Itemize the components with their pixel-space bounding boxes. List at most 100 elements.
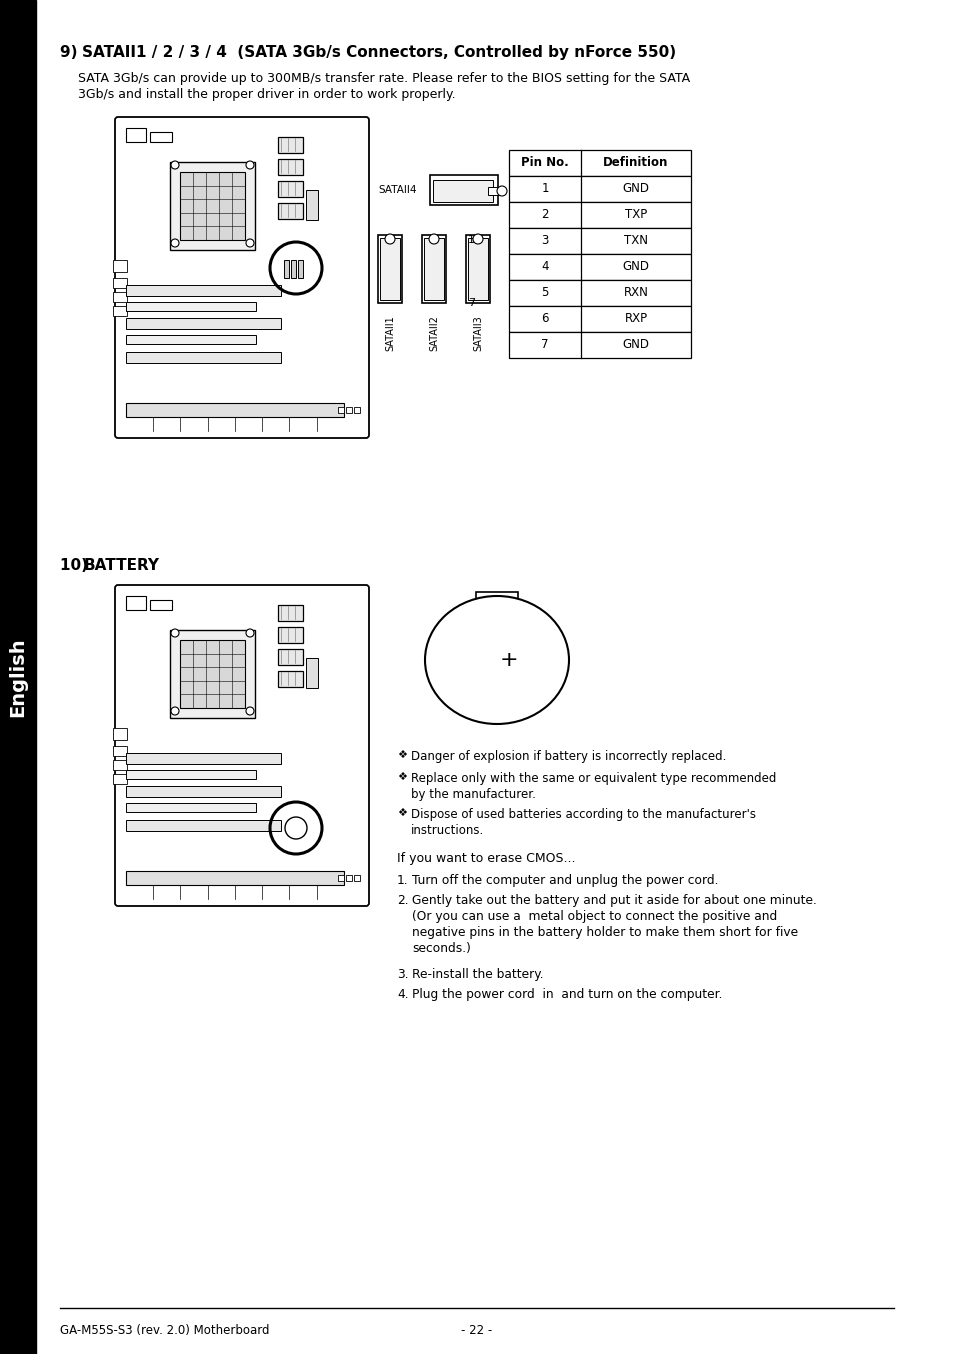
Bar (291, 260, 295, 278)
Text: seconds.): seconds.) (412, 942, 471, 955)
Bar (509, 202, 690, 227)
Bar (112, 306, 127, 315)
Text: GND: GND (622, 260, 649, 274)
Text: 3Gb/s and install the proper driver in order to work properly.: 3Gb/s and install the proper driver in o… (78, 88, 456, 102)
Bar (126, 753, 281, 764)
Bar (509, 306, 690, 332)
Bar (277, 649, 303, 665)
Bar (346, 875, 352, 881)
Text: +: + (499, 650, 517, 670)
Text: Turn off the computer and unplug the power cord.: Turn off the computer and unplug the pow… (412, 873, 718, 887)
Bar (306, 190, 317, 219)
Text: 3.: 3. (396, 968, 408, 982)
Bar (112, 292, 127, 302)
Bar (337, 408, 344, 413)
Text: 6: 6 (540, 313, 548, 325)
Bar (297, 260, 303, 278)
Bar (150, 600, 172, 611)
Text: 1: 1 (540, 183, 548, 195)
Circle shape (171, 161, 179, 169)
Bar (277, 672, 303, 686)
Text: 1.: 1. (396, 873, 408, 887)
Text: SATAII1 / 2 / 3 / 4  (SATA 3Gb/s Connectors, Controlled by nForce 550): SATAII1 / 2 / 3 / 4 (SATA 3Gb/s Connecto… (82, 45, 676, 60)
Bar (170, 630, 254, 718)
Bar (277, 605, 303, 621)
Bar (126, 871, 344, 886)
Bar (126, 284, 281, 297)
Circle shape (497, 185, 506, 196)
Text: Gently take out the battery and put it aside for about one minute.: Gently take out the battery and put it a… (412, 894, 816, 907)
Text: SATAII2: SATAII2 (429, 315, 438, 351)
Bar (423, 238, 443, 301)
Bar (509, 227, 690, 255)
Circle shape (246, 240, 253, 246)
Circle shape (285, 816, 307, 839)
Text: instructions.: instructions. (411, 825, 484, 837)
Bar (433, 180, 493, 202)
Bar (126, 596, 146, 611)
Text: SATAII3: SATAII3 (473, 315, 482, 351)
Text: SATAII1: SATAII1 (385, 315, 395, 351)
Text: SATA 3Gb/s can provide up to 300MB/s transfer rate. Please refer to the BIOS set: SATA 3Gb/s can provide up to 300MB/s tra… (78, 72, 689, 85)
Bar (509, 332, 690, 357)
FancyBboxPatch shape (115, 585, 369, 906)
Bar (509, 150, 690, 176)
Text: Dispose of used batteries according to the manufacturer's: Dispose of used batteries according to t… (411, 808, 755, 821)
Bar (509, 280, 690, 306)
Text: TXP: TXP (624, 209, 646, 222)
Text: Definition: Definition (602, 157, 668, 169)
Bar (112, 760, 127, 770)
Bar (126, 334, 255, 344)
Circle shape (171, 630, 179, 636)
Bar (126, 821, 281, 831)
Text: 1: 1 (468, 236, 475, 245)
Bar (421, 236, 446, 303)
Text: 2.: 2. (396, 894, 408, 907)
Text: GND: GND (622, 338, 649, 352)
Bar (354, 408, 359, 413)
Bar (150, 131, 172, 142)
Text: (Or you can use a  metal object to connect the positive and: (Or you can use a metal object to connec… (412, 910, 777, 923)
Text: - 22 -: - 22 - (461, 1324, 492, 1336)
Bar (126, 803, 255, 812)
Text: 2: 2 (540, 209, 548, 222)
Bar (277, 158, 303, 175)
Bar (0, 0, 36, 1354)
Bar (180, 640, 245, 708)
Text: Plug the power cord  in  and turn on the computer.: Plug the power cord in and turn on the c… (412, 988, 721, 1001)
Text: 9): 9) (60, 45, 88, 60)
Circle shape (171, 240, 179, 246)
Bar (509, 176, 690, 202)
Bar (180, 172, 245, 240)
Text: SATAII4: SATAII4 (377, 185, 416, 195)
Circle shape (429, 234, 438, 244)
Text: RXP: RXP (624, 313, 647, 325)
Text: 5: 5 (540, 287, 548, 299)
Text: by the manufacturer.: by the manufacturer. (411, 788, 536, 802)
Bar (377, 236, 401, 303)
Bar (379, 238, 399, 301)
Bar (306, 658, 317, 688)
Bar (112, 260, 127, 272)
Text: 4: 4 (540, 260, 548, 274)
Text: Pin No.: Pin No. (520, 157, 568, 169)
Bar (112, 278, 127, 288)
Bar (509, 255, 690, 280)
Text: English: English (9, 638, 28, 716)
Bar (465, 236, 490, 303)
Bar (126, 787, 281, 798)
Bar (277, 203, 303, 219)
Bar (468, 238, 488, 301)
Bar (112, 728, 127, 741)
Bar (277, 137, 303, 153)
Text: ❖: ❖ (396, 772, 407, 783)
Bar (337, 875, 344, 881)
Bar (430, 175, 497, 204)
Circle shape (246, 161, 253, 169)
Text: RXN: RXN (623, 287, 648, 299)
Bar (284, 260, 289, 278)
Text: 10): 10) (60, 558, 98, 573)
Text: If you want to erase CMOS...: If you want to erase CMOS... (396, 852, 575, 865)
Circle shape (246, 630, 253, 636)
Text: Danger of explosion if battery is incorrectly replaced.: Danger of explosion if battery is incorr… (411, 750, 725, 764)
